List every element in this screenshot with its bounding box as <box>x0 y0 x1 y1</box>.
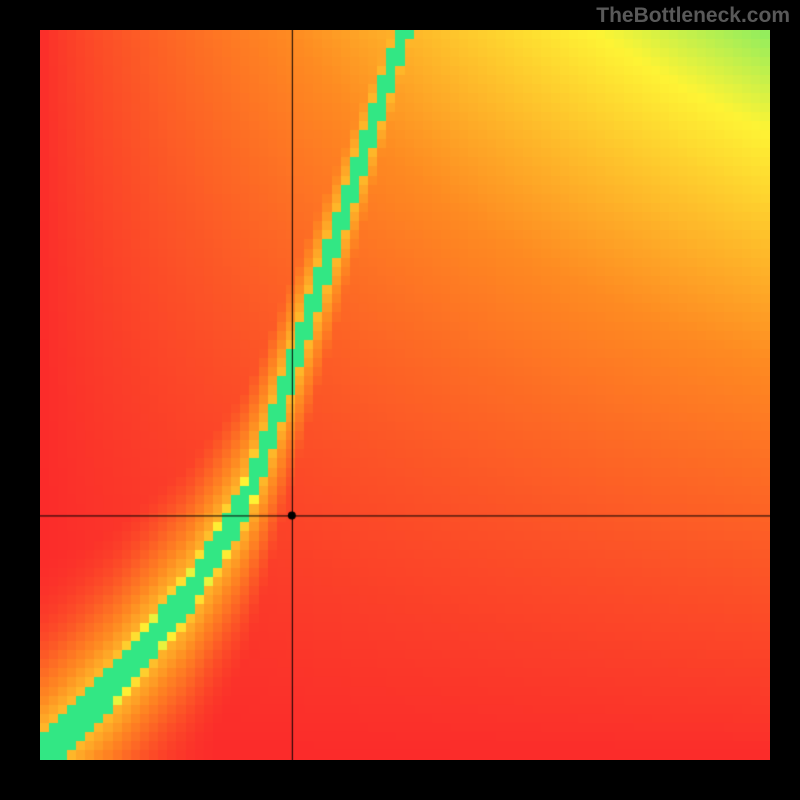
heatmap-canvas <box>40 30 770 760</box>
plot-area <box>40 30 770 760</box>
watermark-text: TheBottleneck.com <box>0 4 790 28</box>
chart-container: TheBottleneck.com <box>0 0 800 800</box>
